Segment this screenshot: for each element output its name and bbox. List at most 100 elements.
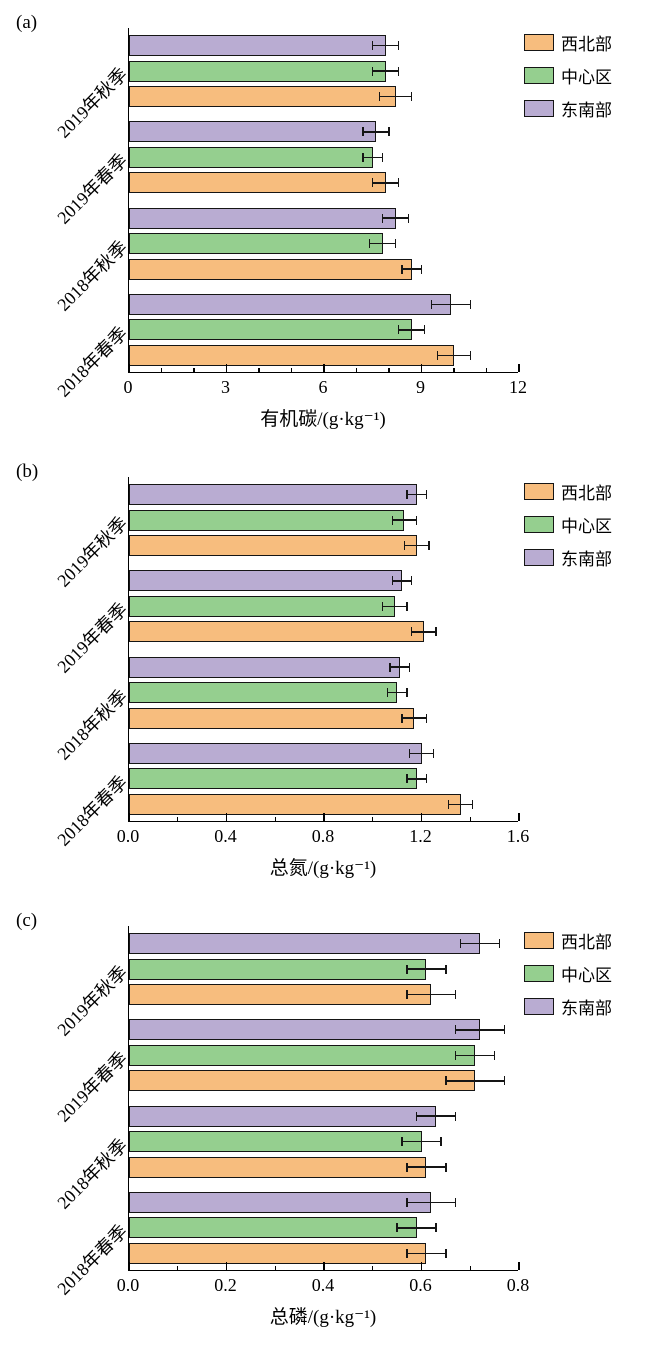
- x-minor-tick: [469, 816, 471, 821]
- error-bar: [387, 691, 407, 694]
- x-major-tick: [323, 364, 325, 372]
- error-bar-cap: [406, 1162, 408, 1172]
- legend: 西北部 中心区 东南部: [524, 479, 612, 570]
- legend-item: 中心区: [524, 512, 612, 537]
- error-bar: [397, 1227, 437, 1229]
- legend-label: 东南部: [561, 999, 612, 1018]
- error-bar: [455, 1029, 505, 1031]
- x-major-tick: [225, 813, 228, 821]
- error-bar-cap: [440, 1137, 442, 1147]
- error-bar: [372, 44, 399, 47]
- x-tick-label: 0.6: [409, 1275, 432, 1295]
- legend-label: 西北部: [561, 933, 612, 952]
- x-major-tick: [323, 813, 325, 821]
- error-bar: [392, 580, 412, 582]
- bar-东南部: [129, 742, 422, 764]
- error-bar: [406, 493, 427, 496]
- legend-swatch: [524, 549, 554, 566]
- error-bar: [402, 268, 422, 270]
- legend-label: 东南部: [561, 101, 612, 120]
- x-tick-label: 3: [221, 377, 230, 397]
- error-bar: [445, 1080, 505, 1082]
- error-bar: [460, 942, 500, 945]
- bar-东南部: [129, 656, 400, 678]
- bar-中心区: [129, 509, 405, 531]
- bar-东南部: [129, 1191, 432, 1213]
- error-bar-cap: [435, 627, 437, 637]
- error-bar: [372, 182, 399, 184]
- x-major-tick: [420, 1262, 423, 1270]
- error-bar: [406, 1201, 456, 1204]
- error-bar-cap: [445, 964, 447, 974]
- error-bar-cap: [406, 490, 408, 500]
- bar-中心区: [129, 319, 412, 341]
- error-bar-cap: [469, 299, 471, 309]
- error-bar: [416, 1115, 456, 1117]
- error-bar-cap: [381, 213, 384, 223]
- x-minor-tick: [355, 367, 358, 372]
- legend-swatch: [524, 998, 554, 1015]
- error-bar: [406, 1166, 446, 1168]
- error-bar-cap: [372, 178, 374, 188]
- legend-item: 西北部: [524, 928, 612, 953]
- x-tick-label: 1.2: [409, 826, 432, 846]
- error-bar: [363, 156, 383, 159]
- legend-swatch: [524, 483, 554, 500]
- x-minor-tick: [388, 367, 390, 372]
- bar-东南部: [129, 293, 451, 315]
- legend-swatch: [524, 100, 554, 117]
- x-minor-tick: [177, 816, 179, 821]
- x-tick-label: 1.6: [506, 826, 530, 846]
- x-tick-label: 0.8: [506, 1275, 530, 1295]
- error-bar-cap: [398, 66, 400, 76]
- bar-中心区: [129, 1217, 417, 1239]
- error-bar-cap: [378, 92, 380, 102]
- x-minor-tick: [485, 367, 488, 372]
- y-axis-labels: 2019年秋季 2019年春季 2018年秋季 2018年春季: [0, 0, 131, 449]
- x-major-tick: [128, 1262, 130, 1270]
- x-minor-tick: [274, 1265, 276, 1270]
- error-bar-cap: [493, 1050, 496, 1060]
- x-major-tick: [518, 364, 520, 372]
- error-bar: [382, 217, 409, 219]
- legend-label: 中心区: [561, 966, 612, 985]
- bar-东南部: [129, 570, 402, 592]
- bar-东南部: [129, 1105, 437, 1127]
- error-bar-cap: [445, 1248, 447, 1258]
- y-axis-labels: 2019年秋季 2019年春季 2018年秋季 2018年春季: [0, 449, 131, 898]
- error-bar-cap: [368, 239, 371, 249]
- x-tick-label: 0.2: [214, 1275, 237, 1295]
- x-major-tick: [518, 1262, 520, 1270]
- bar-东南部: [129, 484, 417, 506]
- bar-西北部: [129, 535, 417, 557]
- error-bar: [402, 717, 427, 719]
- x-minor-tick: [193, 367, 195, 372]
- x-axis-title: 总磷/(g·kg⁻¹): [269, 1307, 377, 1328]
- x-major-tick: [420, 813, 423, 821]
- error-bar: [392, 519, 417, 521]
- x-tick-label: 0.4: [311, 1275, 335, 1295]
- bar-中心区: [129, 958, 427, 980]
- bar-西北部: [129, 1156, 427, 1178]
- error-bar: [411, 631, 437, 633]
- error-bar-cap: [394, 239, 397, 249]
- error-bar-cap: [398, 325, 400, 335]
- error-bar: [406, 993, 456, 996]
- bar-西北部: [129, 1070, 476, 1092]
- bar-中心区: [129, 233, 383, 255]
- legend-swatch: [524, 516, 554, 533]
- error-bar-cap: [411, 92, 413, 102]
- bar-东南部: [129, 933, 480, 955]
- error-bar-cap: [372, 41, 374, 51]
- error-bar-cap: [372, 66, 374, 76]
- error-bar-cap: [454, 1111, 457, 1121]
- x-axis-title: 有机碳/(g·kg⁻¹): [260, 409, 386, 430]
- bar-西北部: [129, 621, 424, 643]
- error-bar: [382, 605, 407, 608]
- error-bar: [369, 242, 396, 245]
- error-bar-cap: [469, 350, 471, 360]
- error-bar-cap: [435, 1223, 437, 1233]
- x-axis-title: 总氮/(g·kg⁻¹): [269, 858, 377, 879]
- legend-item: 西北部: [524, 479, 612, 504]
- error-bar-cap: [388, 127, 390, 137]
